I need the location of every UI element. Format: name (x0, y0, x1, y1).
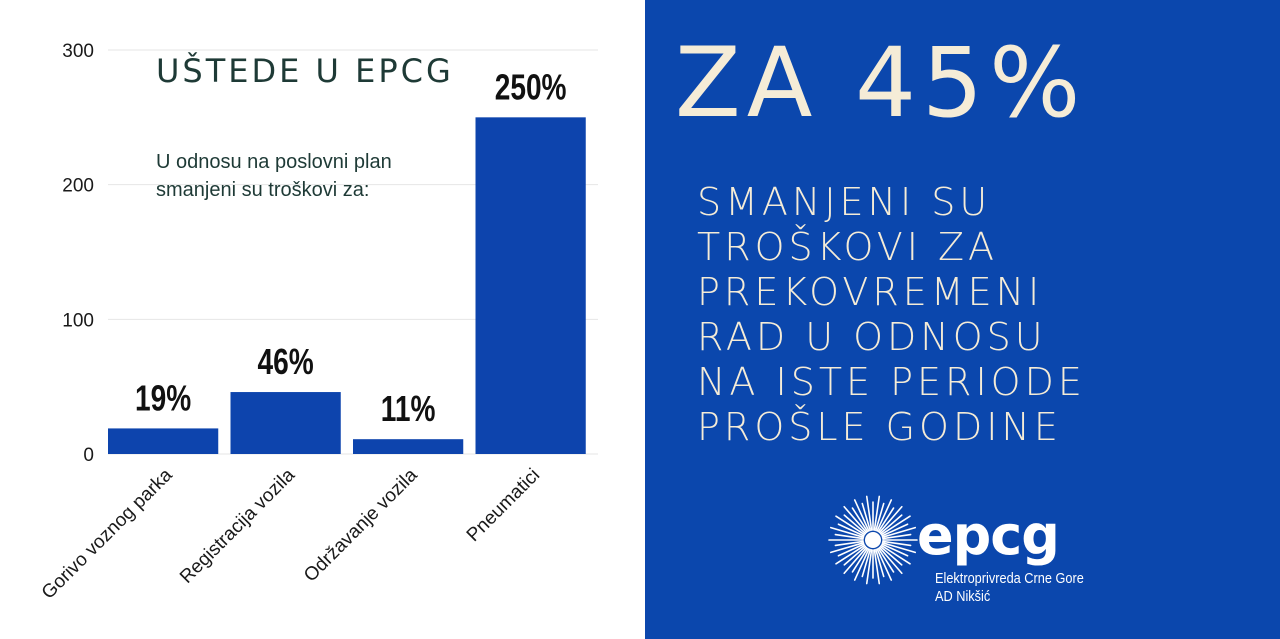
sunburst-ray (878, 505, 903, 534)
y-tick-label: 0 (83, 445, 94, 466)
logo-wordmark: epcg (917, 504, 1060, 567)
body-line: NA ISTE PERIODE (697, 360, 1086, 404)
sunburst-ray (879, 514, 903, 535)
sunburst-ray (878, 546, 903, 575)
body-line: RAD U ODNOSU (697, 315, 1047, 359)
sunburst-icon (828, 495, 918, 585)
sunburst-ray (834, 540, 864, 547)
sunburst-ray (881, 543, 909, 557)
sunburst-ray (882, 540, 912, 547)
info-panel: ZA 45% SMANJENI SU TROŠKOVI ZA PREKOVREM… (645, 0, 1280, 639)
sunburst-ray (877, 507, 895, 533)
sunburst-ray (835, 544, 866, 565)
chart-subtitle-line: U odnosu na poslovni plan (156, 151, 392, 173)
x-axis-ticks: Gorivo voznog parka Registracija vozila Od… (38, 464, 544, 603)
chart-panel: 0 100 200 300 19% 46% 11% 250% Gorivo voznog p… (37, 41, 598, 604)
chart-subtitle: U odnosu na poslovni plan smanjeni su tr… (156, 148, 476, 204)
sunburst-ray (873, 549, 881, 585)
sunburst-ray (851, 547, 869, 573)
sunburst-ray (881, 542, 917, 554)
sunburst-ray (865, 549, 873, 585)
x-tick-label: Gorivo voznog parka (38, 464, 177, 603)
sunburst-ray (837, 523, 865, 537)
body-line: SMANJENI SU (697, 180, 992, 224)
sunburst-ray (882, 533, 912, 540)
sunburst-ray (877, 547, 895, 573)
body-line: TROŠKOVI ZA (697, 225, 999, 269)
bar (475, 117, 586, 454)
sunburst-ray (843, 546, 868, 575)
sunburst-ray (843, 545, 867, 566)
logo-company-location: AD Nikšić (935, 588, 991, 605)
sunburst-ray (875, 548, 885, 578)
y-axis-ticks: 0 100 200 300 (62, 41, 94, 466)
sunburst-ray (876, 499, 893, 532)
sunburst-ray (853, 499, 870, 532)
data-label: 11% (381, 389, 436, 429)
y-tick-label: 200 (62, 176, 94, 197)
data-labels-layer: 19% 46% 11% 250% (135, 67, 566, 429)
data-label: 19% (135, 378, 191, 418)
chart-subtitle-line: smanjeni su troškovi za: (156, 179, 370, 201)
body-text: SMANJENI SU TROŠKOVI ZA PREKOVREMENI RAD… (697, 180, 1257, 450)
x-tick-label: Registracija vozila (176, 464, 299, 587)
sunburst-ray (875, 502, 885, 532)
sunburst-ray (853, 548, 870, 581)
sunburst-ray (843, 505, 868, 534)
headline: ZA 45% (675, 27, 1087, 139)
x-tick-label: Održavanje vozila (300, 464, 422, 586)
chart-title: UŠTEDE U EPCG (156, 52, 454, 90)
body-line: PROŠLE GODINE (697, 405, 1062, 449)
sunburst-ray (879, 545, 903, 566)
sunburst-ray (829, 542, 865, 554)
y-tick-label: 100 (62, 310, 94, 331)
sunburst-ray (851, 507, 869, 533)
bars-layer (108, 117, 586, 454)
sunburst-ray (881, 526, 917, 538)
sunburst-ray (880, 544, 911, 565)
sunburst-ray (881, 523, 909, 537)
logo-company-name: Elektroprivreda Crne Gore (935, 570, 1084, 587)
bar (353, 439, 464, 454)
sunburst-ray (873, 495, 881, 531)
bar-chart: 0 100 200 300 19% 46% 11% 250% Gorivo voznog p… (38, 41, 598, 604)
sunburst-ray (835, 515, 866, 536)
epcg-logo: epcg Elektroprivreda Crne Gore AD Nikšić (825, 490, 1125, 610)
data-label: 250% (495, 67, 567, 107)
sunburst-ray (865, 495, 873, 531)
sunburst-ray (843, 514, 867, 535)
y-tick-label: 300 (62, 41, 94, 62)
sunburst-ray (861, 548, 871, 578)
bar (230, 392, 341, 454)
sunburst-ray (876, 548, 893, 581)
x-tick-label: Pneumatici (463, 465, 544, 546)
sunburst-ray (861, 502, 871, 532)
data-label: 46% (258, 342, 314, 382)
sunburst-ray (834, 533, 864, 540)
sunburst-ray (829, 526, 865, 538)
sunburst-ray (837, 543, 865, 557)
bar (108, 428, 219, 454)
sunburst-ray (880, 515, 911, 536)
body-line: PREKOVREMENI (697, 270, 1044, 314)
sunburst-center (865, 532, 881, 548)
